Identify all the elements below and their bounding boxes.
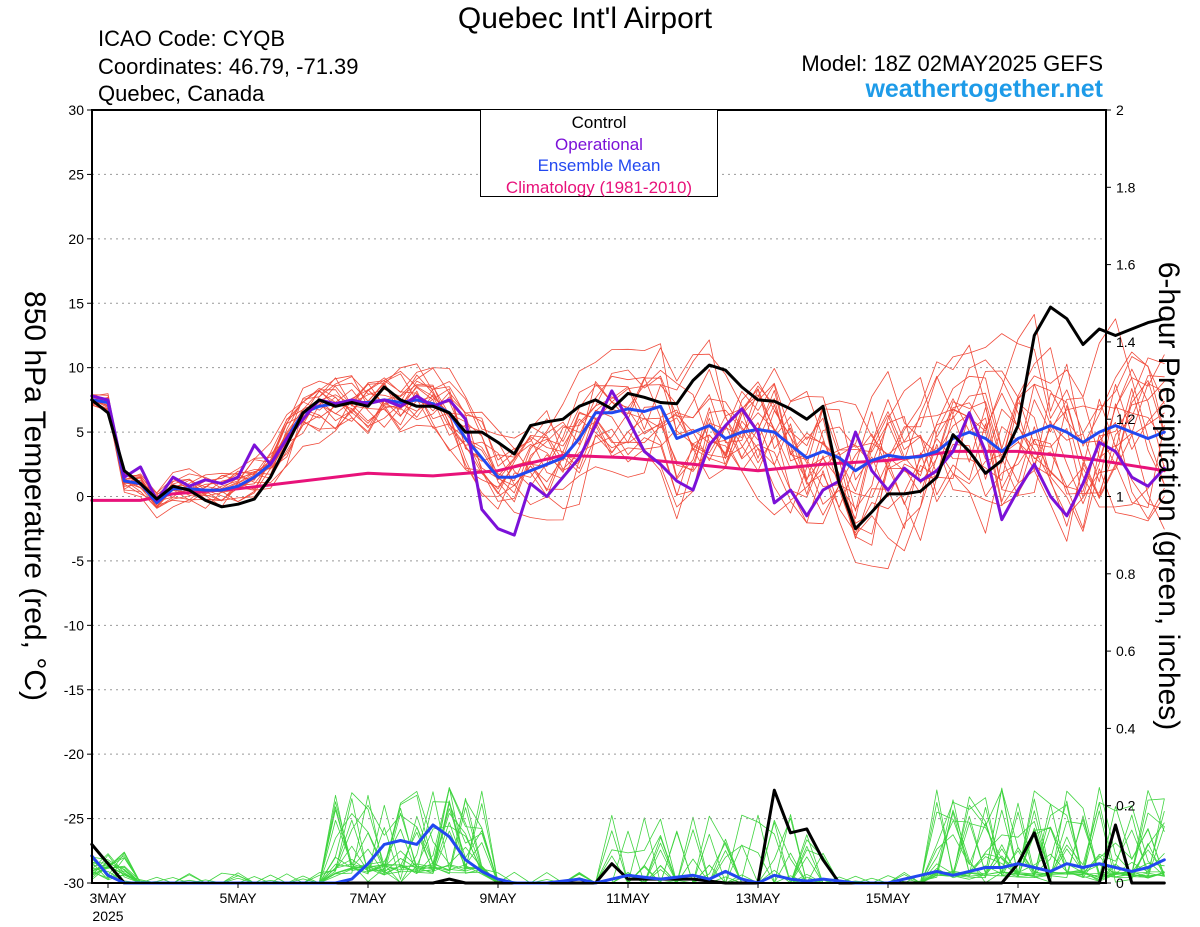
y-right-tick-label: 0.2 xyxy=(1116,798,1136,814)
temperature-member-line xyxy=(91,384,1165,505)
x-tick-label: 9MAY xyxy=(479,890,517,906)
y-left-tick-label: 15 xyxy=(68,295,84,311)
y-left-tick-label: 30 xyxy=(68,102,84,118)
y-left-tick-label: -10 xyxy=(64,617,84,633)
coordinates: Coordinates: 46.79, -71.39 xyxy=(98,54,359,79)
x-axis-ticks: 3MAY 2025 5MAY 7MAY 9MAY 11MAY 13MAY 15MAY 17MAY xyxy=(89,883,1041,924)
legend-operational: Operational xyxy=(555,134,643,154)
temperature-member-line xyxy=(91,369,1165,570)
y-left-tick-label: 20 xyxy=(68,231,84,247)
x-tick-sublabel: 2025 xyxy=(92,908,123,924)
temperature-member-line xyxy=(91,339,1165,541)
y-right-tick-label: 0.6 xyxy=(1116,643,1136,659)
ensemble-precipitation-members xyxy=(91,787,1165,884)
temperature-member-line xyxy=(91,382,1165,539)
right-axis-ticks: 2 1.8 1.6 1.4 1.2 1 0.8 0.6 0.4 0.2 0 xyxy=(1106,102,1136,891)
x-tick-label: 5MAY xyxy=(219,890,257,906)
temperature-member-line xyxy=(91,333,1165,546)
y-right-tick-label: 1.4 xyxy=(1116,334,1136,350)
y-right-tick-label: 0.4 xyxy=(1116,720,1136,736)
y-right-tick-label: 1.6 xyxy=(1116,257,1136,273)
y-right-tick-label: 1.8 xyxy=(1116,179,1136,195)
precipitation-member-line xyxy=(91,791,1165,884)
y-left-tick-label: 25 xyxy=(68,166,84,182)
temperature-member-line xyxy=(91,318,1165,495)
y-right-tick-label: 0.8 xyxy=(1116,566,1136,582)
x-tick-label: 17MAY xyxy=(996,890,1042,906)
plot-frame xyxy=(91,109,1107,884)
y-axis-right-label: 6-hour Precipitation (green, inches) xyxy=(1152,261,1185,731)
precipitation-member-line xyxy=(91,792,1165,884)
x-tick-label: 7MAY xyxy=(349,890,387,906)
y-left-tick-label: 10 xyxy=(68,360,84,376)
y-left-tick-label: -5 xyxy=(72,553,85,569)
y-right-tick-label: 1 xyxy=(1116,489,1124,505)
y-left-tick-label: 5 xyxy=(76,424,84,440)
icao-code: ICAO Code: CYQB xyxy=(98,26,286,51)
legend: Control Operational Ensemble Mean Climat… xyxy=(480,109,718,197)
y-left-tick-label: -15 xyxy=(64,682,84,698)
y-left-tick-label: -20 xyxy=(64,746,84,762)
axes xyxy=(91,109,1107,884)
ensemble-temperature-members xyxy=(91,313,1165,570)
grid-lines xyxy=(92,173,1106,820)
chart-title: Quebec Int'l Airport xyxy=(457,2,713,35)
y-left-tick-label: -30 xyxy=(64,875,84,891)
temperature-member-line xyxy=(91,313,1165,510)
site-link[interactable]: weathertogether.net xyxy=(865,75,1103,103)
y-axis-left-label: 850 hPa Temperature (red, °C) xyxy=(18,291,51,701)
left-axis-ticks: 30 25 20 15 10 5 0 -5 -10 -15 -20 -25 -30 xyxy=(64,102,92,891)
temp-control-line xyxy=(90,305,1166,531)
precip-ensemble-mean-line xyxy=(90,823,1166,885)
x-tick-label: 3MAY xyxy=(89,890,127,906)
x-tick-label: 13MAY xyxy=(736,890,782,906)
legend-climatology: Climatology (1981-2010) xyxy=(505,177,693,197)
model-run: Model: 18Z 02MAY2025 GEFS xyxy=(801,51,1103,76)
y-left-tick-label: -25 xyxy=(64,811,84,827)
y-right-tick-label: 0 xyxy=(1116,875,1124,891)
legend-ensemble-mean: Ensemble Mean xyxy=(537,156,661,175)
x-tick-label: 11MAY xyxy=(606,890,650,906)
temp-operational-line xyxy=(90,389,1166,537)
legend-control: Control xyxy=(571,113,627,132)
temperature-member-line xyxy=(91,354,1165,508)
temperature-member-line xyxy=(91,373,1165,532)
location: Quebec, Canada xyxy=(98,81,265,106)
y-right-tick-label: 1.2 xyxy=(1116,411,1136,427)
y-right-tick-label: 2 xyxy=(1116,102,1124,118)
y-left-tick-label: 0 xyxy=(76,489,84,505)
x-tick-label: 15MAY xyxy=(866,890,912,906)
temperature-member-line xyxy=(91,380,1165,542)
